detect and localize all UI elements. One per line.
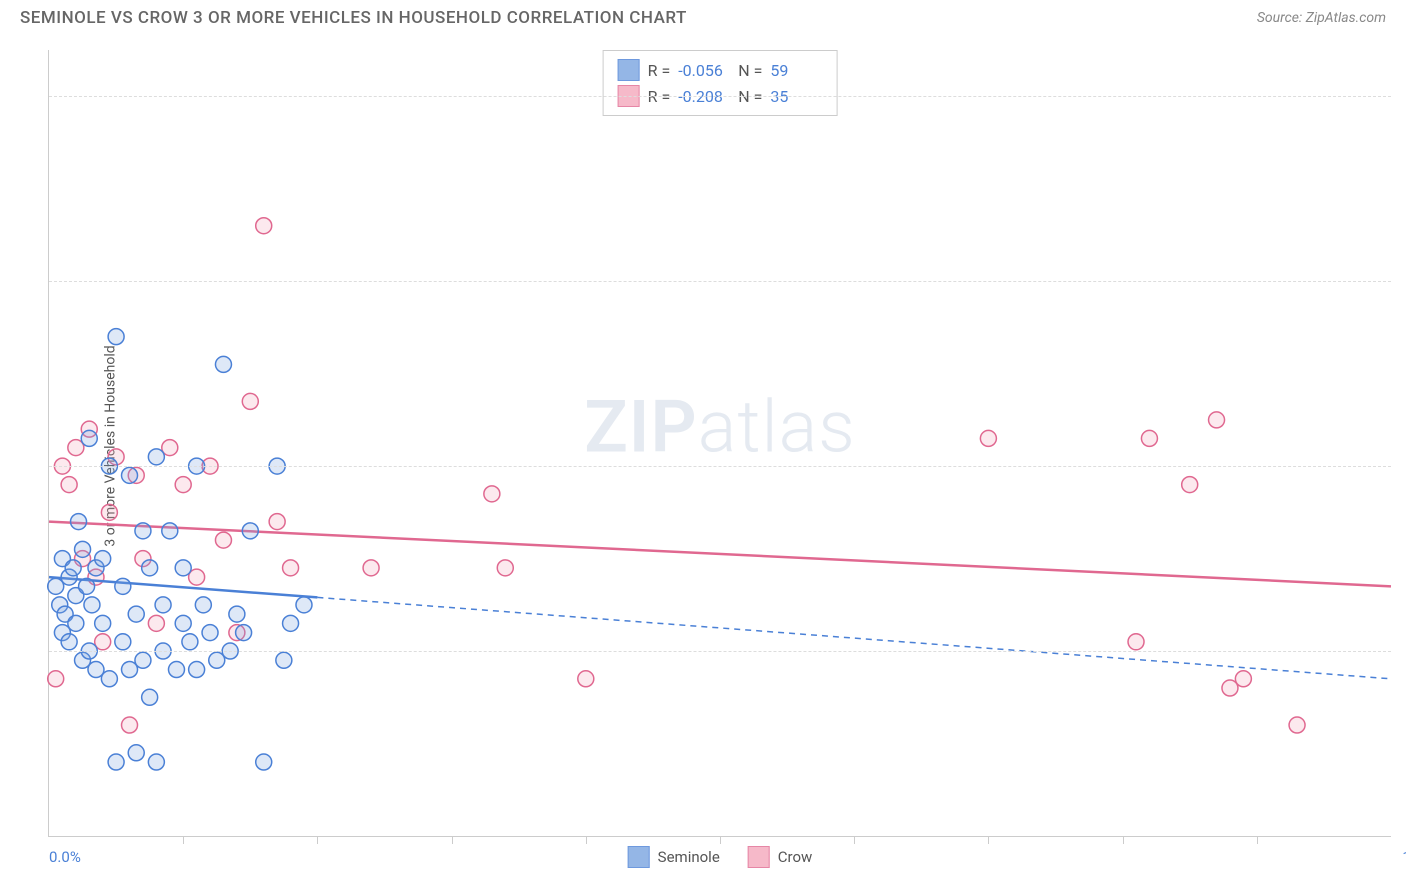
gridline: [49, 281, 1391, 282]
gridline: [49, 96, 1391, 97]
y-tick-label: 80.0%: [1396, 87, 1406, 105]
x-tick: [452, 836, 453, 844]
stats-legend-box: R = -0.056 N = 59 R = -0.208 N = 35: [603, 50, 838, 116]
seminole-swatch: [618, 59, 640, 81]
chart-source: Source: ZipAtlas.com: [1257, 10, 1386, 26]
seminole-n-value: 59: [770, 61, 822, 80]
y-tick-label: 60.0%: [1396, 272, 1406, 290]
scatter-svg: [49, 50, 1391, 836]
y-tick-label: 40.0%: [1396, 457, 1406, 475]
chart-plot-area: ZIPatlas R = -0.056 N = 59 R = -0.208 N …: [48, 50, 1391, 837]
x-tick: [1123, 836, 1124, 844]
crow-label: Crow: [778, 848, 813, 866]
stats-row-seminole: R = -0.056 N = 59: [618, 57, 823, 83]
x-max-label: 100.0%: [1396, 848, 1406, 866]
seminole-label: Seminole: [658, 848, 720, 866]
x-tick: [720, 836, 721, 844]
x-tick: [1257, 836, 1258, 844]
seminole-swatch-2: [628, 846, 650, 868]
seminole-r-value: -0.056: [678, 61, 730, 80]
crow-swatch-2: [748, 846, 770, 868]
r-label: R =: [648, 61, 671, 80]
chart-title: SEMINOLE VS CROW 3 OR MORE VEHICLES IN H…: [20, 8, 687, 28]
x-tick: [317, 836, 318, 844]
x-tick: [854, 836, 855, 844]
legend-item-crow: Crow: [748, 846, 813, 868]
gridline: [49, 651, 1391, 652]
x-tick: [183, 836, 184, 844]
x-min-label: 0.0%: [49, 848, 81, 866]
x-tick: [988, 836, 989, 844]
x-tick: [586, 836, 587, 844]
y-tick-label: 20.0%: [1396, 642, 1406, 660]
n-label: N =: [738, 61, 762, 80]
gridline: [49, 466, 1391, 467]
bottom-legend: Seminole Crow: [628, 846, 813, 868]
legend-item-seminole: Seminole: [628, 846, 720, 868]
